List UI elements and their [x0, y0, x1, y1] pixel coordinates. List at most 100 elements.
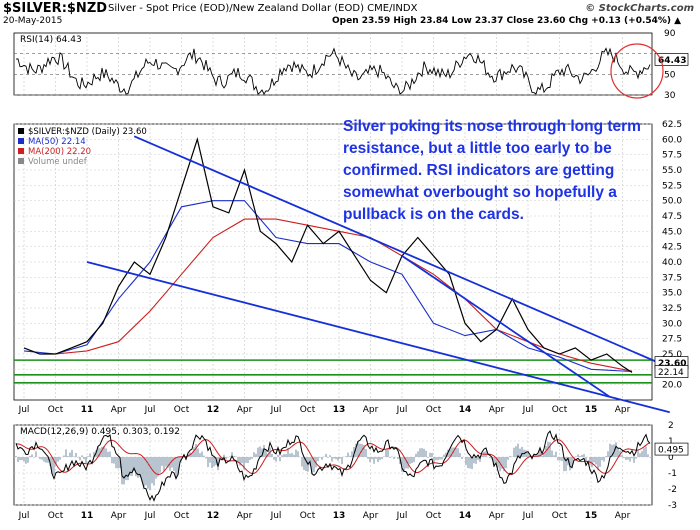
price-tag-label: 22.14	[658, 368, 684, 378]
legend-entry: MA(200) 22.20	[28, 147, 91, 157]
price-tick-label: 52.5	[662, 181, 682, 191]
price-tick-label: 50.0	[662, 197, 682, 207]
price-x-label: Apr	[615, 405, 631, 415]
rsi-panel	[13, 32, 653, 96]
chart-annotation: Silver poking its nose through long term…	[343, 118, 641, 223]
macd-tick-label: -1	[668, 469, 677, 479]
price-line	[23, 137, 633, 373]
price-x-label: 12	[207, 405, 220, 415]
price-x-label: Apr	[111, 405, 127, 415]
legend-entry: $SILVER:$NZD (Daily) 23.60	[28, 127, 147, 137]
price-x-label: 14	[459, 405, 472, 415]
price-x-label: Jul	[522, 405, 534, 415]
rsi-title: RSI(14) 64.43	[20, 35, 82, 45]
legend-swatch	[18, 128, 24, 134]
price-x-label: 15	[585, 405, 598, 415]
price-tick-label: 20.0	[662, 381, 682, 391]
legend-entry: Volume undef	[28, 157, 88, 167]
macd-tick-label: 1	[668, 437, 674, 447]
price-x-label: 11	[81, 405, 94, 415]
macd-x-label: Apr	[489, 511, 505, 521]
price-x-label: Oct	[48, 405, 64, 415]
macd-x-label: Apr	[615, 511, 631, 521]
price-tick-label: 30.0	[662, 319, 682, 329]
macd-x-label: 12	[207, 511, 220, 521]
macd-x-label: Apr	[363, 511, 379, 521]
price-x-label: Jul	[270, 405, 282, 415]
legend-entry: MA(50) 22.14	[28, 137, 86, 147]
legend-swatch	[18, 148, 24, 154]
macd-tick-label: 2	[668, 421, 674, 431]
price-x-label: Oct	[552, 405, 568, 415]
price-tick-label: 60.0	[662, 135, 682, 145]
price-x-label: Apr	[489, 405, 505, 415]
macd-x-label: Oct	[174, 511, 190, 521]
price-tick-label: 62.5	[662, 120, 682, 130]
rsi-tick-label: 50	[664, 70, 676, 80]
price-tick-label: 42.5	[662, 243, 682, 253]
price-x-label: 13	[333, 405, 346, 415]
rsi-tick-label: 30	[664, 91, 676, 101]
macd-signal-line	[15, 438, 651, 476]
inner-trendline	[401, 255, 611, 398]
ohlc-summary: Open 23.59 High 23.84 Low 23.37 Close 23…	[332, 16, 682, 26]
price-tick-label: 25.0	[662, 350, 682, 360]
price-x-label: Apr	[363, 405, 379, 415]
price-x-label: Oct	[426, 405, 442, 415]
macd-x-label: 14	[459, 511, 472, 521]
price-x-label: Jul	[396, 405, 408, 415]
channel-upper-trendline	[133, 135, 671, 369]
macd-x-label: Oct	[426, 511, 442, 521]
macd-tick-label: -3	[668, 501, 677, 511]
price-tag	[654, 365, 689, 378]
rsi-line	[15, 47, 651, 95]
macd-x-label: Oct	[48, 511, 64, 521]
macd-x-label: Apr	[237, 511, 253, 521]
channel-lower-trendline	[86, 261, 670, 414]
symbol-title: $SILVER:$NZD	[3, 1, 108, 16]
macd-x-label: Jul	[522, 511, 534, 521]
rsi-tick-label: 90	[664, 29, 676, 39]
legend-swatch	[18, 158, 24, 164]
macd-x-label: 15	[585, 511, 598, 521]
macd-value-tag	[654, 442, 689, 456]
price-tick-label: 37.5	[662, 273, 682, 283]
price-tick-label: 27.5	[662, 335, 682, 345]
macd-x-label: Oct	[552, 511, 568, 521]
price-tick-label: 35.0	[662, 289, 682, 299]
price-x-label: Apr	[237, 405, 253, 415]
rsi-value-tag	[654, 53, 689, 66]
macd-tick-label: -2	[668, 485, 677, 495]
macd-x-label: 13	[333, 511, 346, 521]
chart-header: $SILVER:$NZD Silver - Spot Price (EOD)/N…	[0, 0, 700, 30]
rsi-highlight-circle	[610, 43, 664, 99]
price-tick-label: 45.0	[662, 227, 682, 237]
macd-line	[15, 430, 651, 502]
price-x-label: Jul	[144, 405, 156, 415]
legend-swatch	[18, 138, 24, 144]
price-tick-label: 40.0	[662, 258, 682, 268]
price-x-label: Oct	[300, 405, 316, 415]
price-tick-label: 57.5	[662, 151, 682, 161]
rsi-value-label: 64.43	[658, 56, 686, 66]
macd-tick-label: 0	[668, 453, 674, 463]
price-tag-label: 23.60	[658, 359, 686, 369]
price-tick-label: 55.0	[662, 166, 682, 176]
stockcharts-logo: © StockCharts.com	[585, 3, 694, 14]
macd-x-label: 11	[81, 511, 94, 521]
symbol-description: Silver - Spot Price (EOD)/New Zealand Do…	[108, 3, 418, 14]
price-tick-label: 47.5	[662, 212, 682, 222]
price-tick-label: 32.5	[662, 304, 682, 314]
macd-x-label: Jul	[396, 511, 408, 521]
price-x-label: Oct	[174, 405, 190, 415]
macd-x-label: Apr	[111, 511, 127, 521]
macd-value-label: 0.495	[658, 446, 684, 456]
macd-x-label: Jul	[270, 511, 282, 521]
macd-x-label: Jul	[144, 511, 156, 521]
macd-title: MACD(12,26,9) 0.495, 0.303, 0.192	[20, 427, 180, 437]
price-x-label: Jul	[18, 405, 30, 415]
macd-x-label: Oct	[300, 511, 316, 521]
chart-date: 20-May-2015	[3, 16, 63, 26]
macd-x-label: Jul	[18, 511, 30, 521]
